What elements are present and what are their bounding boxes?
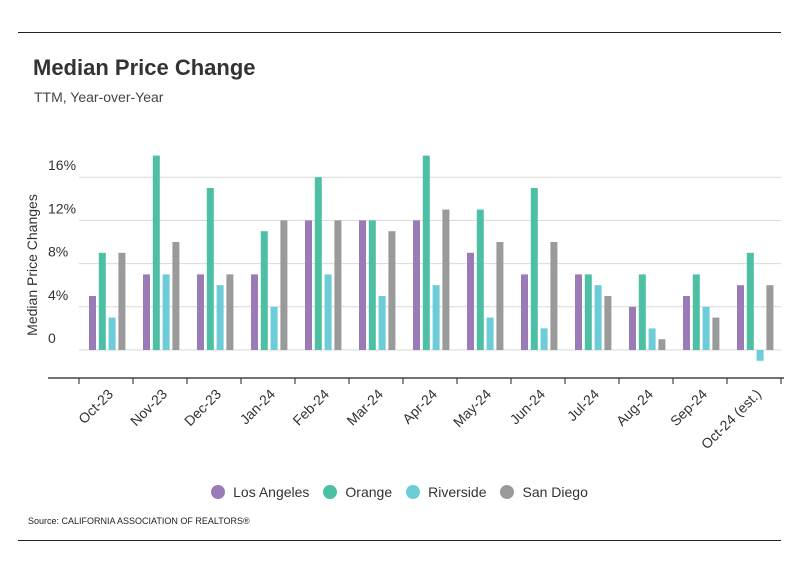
- bar-los-angeles: [359, 220, 366, 350]
- bar-orange: [368, 220, 376, 350]
- bar-san-diego: [388, 231, 396, 350]
- bar-los-angeles: [305, 220, 312, 350]
- bar-riverside: [486, 317, 494, 350]
- x-tick-label: Feb-24: [289, 386, 332, 429]
- y-tick-label: 12%: [48, 200, 76, 216]
- bar-san-diego: [442, 209, 450, 350]
- bar-orange: [692, 274, 700, 350]
- bar-riverside: [648, 328, 656, 350]
- bar-san-diego: [496, 242, 504, 350]
- x-tick-label: Mar-24: [343, 386, 386, 429]
- y-tick-label: 8%: [48, 244, 68, 260]
- legend-swatch: [323, 485, 338, 499]
- bar-orange: [476, 209, 484, 350]
- x-tick-label: May-24: [450, 386, 494, 430]
- legend-label: Riverside: [428, 484, 487, 500]
- bar-san-diego: [550, 242, 558, 350]
- legend-label: Los Angeles: [233, 484, 310, 500]
- bar-riverside: [324, 274, 332, 350]
- bar-riverside: [216, 285, 224, 350]
- bar-los-angeles: [467, 252, 474, 350]
- x-tick-label: Jul-24: [564, 386, 602, 424]
- y-tick-label: 4%: [48, 287, 68, 303]
- bar-orange: [314, 177, 322, 350]
- x-tick-label: Nov-23: [127, 386, 170, 429]
- x-tick-label: Jun-24: [507, 386, 549, 428]
- bar-orange: [746, 252, 754, 350]
- bar-san-diego: [280, 220, 288, 350]
- bar-riverside: [378, 296, 386, 350]
- legend-item-san-diego: San Diego: [500, 484, 588, 500]
- bar-los-angeles: [629, 306, 636, 350]
- x-tick-label: Jan-24: [237, 386, 279, 428]
- chart-title: Median Price Change: [33, 55, 256, 80]
- x-tick-label: Sep-24: [667, 386, 710, 429]
- bar-orange: [584, 274, 592, 350]
- source-note: Source: CALIFORNIA ASSOCIATION OF REALTO…: [28, 516, 250, 526]
- legend-item-los-angeles: Los Angeles: [211, 484, 309, 500]
- bar-orange: [530, 188, 538, 350]
- bar-los-angeles: [737, 285, 744, 350]
- bar-riverside: [540, 328, 548, 350]
- bar-orange: [206, 188, 214, 350]
- bar-riverside: [108, 317, 116, 350]
- legend-item-riverside: Riverside: [406, 484, 486, 500]
- bar-los-angeles: [575, 274, 582, 350]
- bar-orange: [422, 155, 430, 350]
- bar-riverside: [702, 306, 710, 350]
- y-tick-label: 16%: [48, 157, 76, 173]
- y-axis-label: Median Price Changes: [24, 194, 40, 336]
- legend-swatch: [406, 485, 421, 499]
- legend-swatch: [211, 485, 226, 499]
- x-tick-label: Dec-23: [181, 386, 224, 429]
- bar-los-angeles: [683, 296, 690, 350]
- median-price-change-chart: 0 4% 8% 12% 16% Median Price Changes Oct-23 Nov…: [24, 155, 784, 452]
- bar-los-angeles: [143, 274, 150, 350]
- bar-los-angeles: [251, 274, 258, 350]
- bar-los-angeles: [89, 296, 96, 350]
- chart-subtitle: TTM, Year-over-Year: [34, 89, 164, 105]
- bar-san-diego: [172, 242, 180, 350]
- bar-san-diego: [604, 296, 612, 350]
- legend-swatch: [500, 485, 515, 499]
- bar-san-diego: [658, 339, 666, 350]
- bar-riverside: [594, 285, 602, 350]
- bar-san-diego: [334, 220, 342, 350]
- bar-los-angeles: [197, 274, 204, 350]
- bar-riverside: [162, 274, 170, 350]
- y-tick-label: 0: [48, 330, 56, 346]
- bar-riverside: [270, 306, 278, 350]
- top-rule: [18, 32, 781, 33]
- bar-los-angeles: [521, 274, 528, 350]
- x-tick-label: Aug-24: [613, 386, 656, 429]
- bar-san-diego: [118, 252, 126, 350]
- bar-orange: [638, 274, 646, 350]
- x-tick-label: Oct-23: [75, 386, 116, 427]
- bar-orange: [260, 231, 268, 350]
- legend-item-orange: Orange: [323, 484, 392, 500]
- bottom-rule: [18, 540, 781, 541]
- legend-label: Orange: [345, 484, 393, 500]
- chart-legend: Los Angeles Orange Riverside San Diego: [0, 484, 799, 500]
- bar-san-diego: [712, 317, 720, 350]
- bar-orange: [98, 252, 106, 350]
- bar-riverside: [756, 350, 764, 361]
- bar-riverside: [432, 285, 440, 350]
- bar-san-diego: [766, 285, 774, 350]
- bar-san-diego: [226, 274, 234, 350]
- bar-orange: [152, 155, 160, 350]
- x-tick-label: Apr-24: [399, 386, 440, 427]
- legend-label: San Diego: [522, 484, 588, 500]
- bar-los-angeles: [413, 220, 420, 350]
